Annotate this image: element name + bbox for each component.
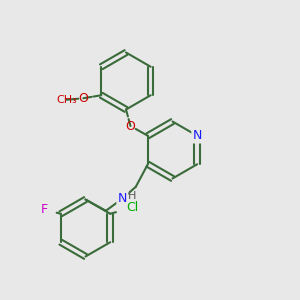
Text: O: O [78,92,88,105]
Text: H: H [128,191,136,201]
Text: CH₃: CH₃ [56,95,77,105]
Text: F: F [41,203,48,216]
Text: Cl: Cl [127,201,139,214]
Text: O: O [126,119,135,133]
Text: N: N [193,129,202,142]
Text: N: N [118,192,127,205]
